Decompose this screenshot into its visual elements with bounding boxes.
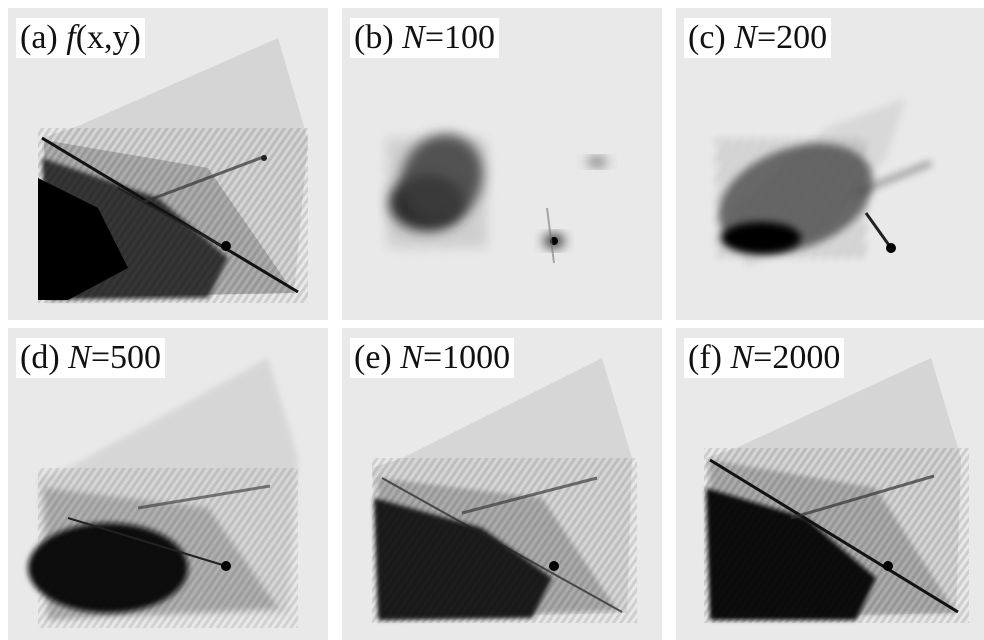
image-n500: [28, 358, 298, 628]
panel-d-label: (d) N=500: [16, 338, 166, 378]
panel-a-func: f: [66, 19, 76, 56]
panel-c-value: =200: [756, 19, 828, 56]
panel-f-label: (f) N=2000: [684, 338, 845, 378]
panel-b-letter: (b): [354, 19, 394, 56]
panel-a-args: (x,y): [75, 19, 141, 56]
panel-e-label: (e) N=1000: [350, 338, 515, 378]
panel-c-letter: (c): [688, 19, 726, 56]
panel-c-label: (c) N=200: [684, 18, 832, 58]
panel-b: (b) N=100: [342, 8, 662, 320]
panel-c: (c) N=200: [676, 8, 984, 320]
panel-a-label: (a) f(x,y): [16, 18, 145, 58]
image-f-xy: [38, 38, 308, 303]
panel-d: (d) N=500: [8, 328, 328, 640]
panel-e-value: =1000: [422, 339, 511, 376]
panel-c-var: N: [734, 19, 757, 56]
panel-a: (a) f(x,y): [8, 8, 328, 320]
image-n200: [716, 98, 932, 268]
panel-d-var: N: [68, 339, 91, 376]
panel-b-label: (b) N=100: [350, 18, 500, 58]
panel-d-value: =500: [90, 339, 162, 376]
image-n1000: [372, 358, 637, 623]
panel-f-var: N: [730, 339, 754, 376]
image-n100: [387, 133, 607, 264]
panel-e-letter: (e): [354, 339, 392, 376]
image-n2000: [704, 358, 969, 623]
panel-b-var: N: [402, 19, 425, 56]
panel-e-var: N: [400, 339, 423, 376]
panel-f: (f) N=2000: [676, 328, 984, 640]
panel-d-letter: (d): [20, 339, 60, 376]
panel-e: (e) N=1000: [342, 328, 662, 640]
panel-b-value: =100: [424, 19, 496, 56]
panel-f-value: =2000: [753, 339, 841, 376]
panel-a-letter: (a): [20, 19, 58, 56]
panel-f-letter: (f): [688, 339, 722, 376]
